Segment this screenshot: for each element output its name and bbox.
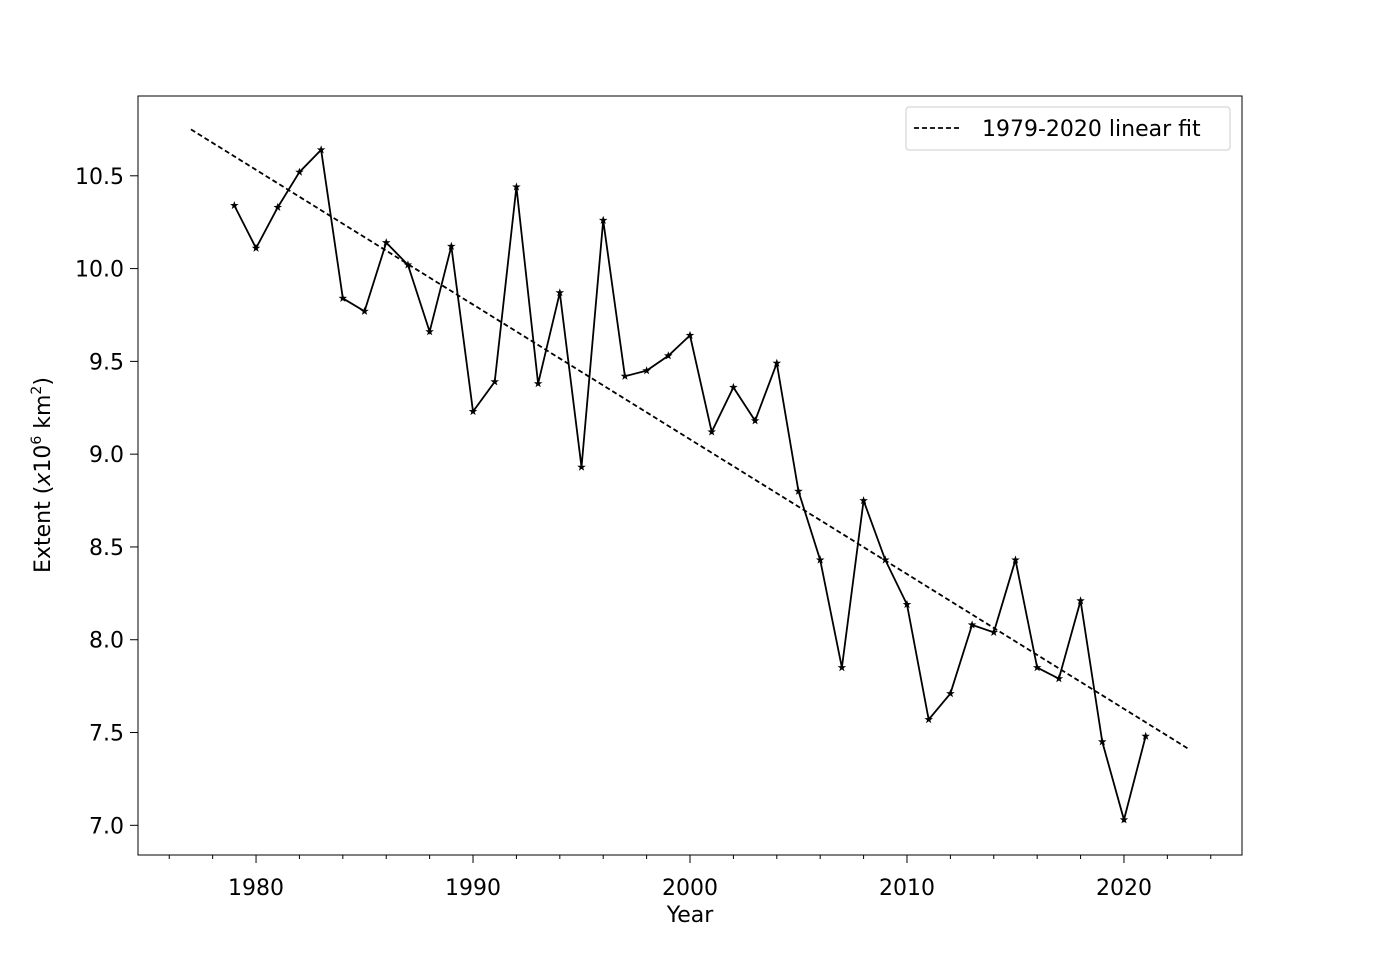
data-point-1991	[490, 377, 499, 386]
data-point-1998	[642, 366, 651, 375]
y-axis-label: Extent (x106 km2)	[29, 377, 56, 573]
data-point-2020	[1119, 815, 1129, 824]
x-axis-label: Year	[666, 903, 715, 928]
data-point-1999	[664, 351, 673, 360]
legend-box	[905, 106, 1231, 151]
data-point-2007	[837, 663, 847, 672]
data-point-2012	[946, 689, 955, 698]
data-point-1990	[468, 407, 478, 416]
y-tick-label: 7.0	[89, 814, 124, 839]
data-point-1984	[338, 293, 348, 302]
data-point-2016	[1032, 663, 1042, 672]
linear-fit-line	[190, 128, 1190, 750]
data-point-1997	[620, 371, 630, 380]
data-point-1996	[598, 215, 608, 224]
data-point-2009	[881, 555, 890, 564]
data-point-2004	[772, 358, 782, 367]
x-tick-label: 1990	[445, 876, 501, 901]
data-point-1985	[360, 306, 369, 315]
data-point-1993	[533, 379, 543, 388]
data-point-1986	[381, 238, 391, 247]
y-tick-label: 8.5	[89, 536, 124, 561]
data-point-2005	[794, 486, 803, 495]
data-point-2019	[1098, 737, 1107, 746]
data-point-2011	[924, 715, 933, 724]
data-point-2018	[1076, 596, 1085, 605]
data-point-2010	[902, 600, 912, 609]
data-point-2021	[1141, 731, 1150, 740]
x-tick-label: 2000	[662, 876, 718, 901]
data-point-2017	[1054, 674, 1064, 683]
data-point-1995	[577, 462, 586, 471]
data-point-1980	[251, 243, 261, 252]
extent-series-line	[233, 147, 1147, 824]
data-point-1982	[295, 167, 304, 176]
plot-frame	[137, 95, 1243, 856]
y-tick-label: 10.5	[75, 165, 124, 190]
data-point-2002	[729, 382, 738, 391]
data-point-1981	[273, 202, 282, 211]
y-tick-label: 10.0	[75, 258, 124, 283]
y-tick-label: 9.0	[89, 443, 124, 468]
data-point-2006	[815, 555, 825, 564]
y-tick-label: 7.5	[89, 722, 124, 747]
data-point-2003	[750, 416, 760, 425]
data-point-2000	[685, 330, 695, 339]
data-point-2001	[707, 427, 716, 436]
x-tick-label: 2010	[879, 876, 935, 901]
legend-label: 1979-2020 linear fit	[982, 117, 1201, 142]
data-point-2008	[859, 496, 868, 505]
y-tick-label: 8.0	[89, 629, 124, 654]
data-point-1989	[447, 241, 456, 250]
data-point-1979	[230, 201, 239, 210]
y-tick-label: 9.5	[89, 350, 124, 375]
data-point-1994	[555, 288, 565, 297]
data-point-1992	[512, 182, 521, 191]
legend: 1979-2020 linear fit	[905, 106, 1231, 151]
data-point-2015	[1011, 555, 1020, 564]
x-tick-label: 2020	[1096, 876, 1152, 901]
data-point-1987	[403, 260, 413, 269]
x-tick-label: 1980	[228, 876, 284, 901]
data-point-2013	[967, 620, 977, 629]
data-point-2014	[989, 627, 999, 636]
data-point-1983	[316, 145, 326, 154]
data-point-1988	[425, 327, 434, 336]
